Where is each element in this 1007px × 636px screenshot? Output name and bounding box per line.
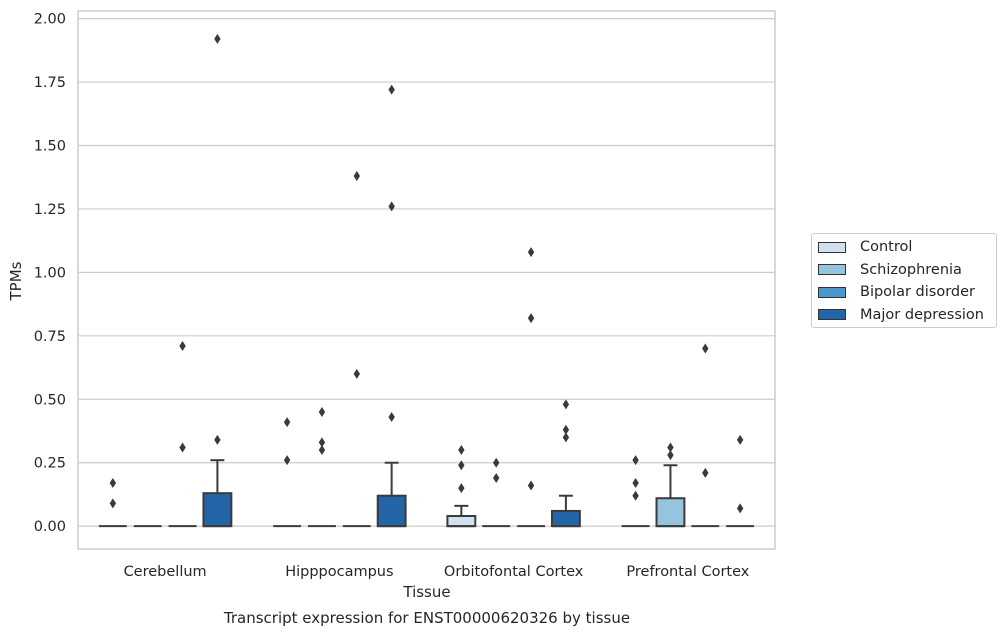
- legend-item: Schizophrenia: [818, 260, 962, 280]
- outlier-point: [667, 450, 674, 461]
- legend-label: Control: [860, 239, 913, 255]
- outlier-point: [283, 455, 291, 466]
- outlier-point: [109, 478, 117, 489]
- outlier-point: [562, 399, 570, 410]
- y-tick-label: 1.75: [34, 75, 66, 91]
- outlier-point: [179, 442, 186, 453]
- outlier-point: [388, 201, 395, 212]
- outlier-point: [702, 343, 709, 354]
- outlier-point: [527, 247, 535, 258]
- box: [376, 494, 407, 528]
- outlier-point: [702, 467, 709, 478]
- box-major-depression: [376, 461, 407, 528]
- y-tick-label: 1.00: [34, 265, 66, 281]
- box: [202, 492, 233, 528]
- x-tick-label: Cerebellum: [124, 564, 207, 580]
- outlier-point: [493, 472, 500, 483]
- legend-swatch: [818, 309, 846, 320]
- outlier-point: [632, 490, 639, 501]
- x-tick-label: Prefrontal Cortex: [626, 564, 749, 580]
- legend-item: Major depression: [818, 305, 984, 325]
- outlier-point: [179, 340, 186, 351]
- outlier-point: [353, 170, 360, 181]
- box: [655, 497, 686, 528]
- box-major-depression: [202, 459, 233, 528]
- box-schizophrenia: [655, 464, 686, 528]
- grid-lines: [78, 18, 775, 527]
- box-series: [98, 459, 755, 528]
- legend-label: Major depression: [860, 306, 984, 323]
- outlier-point: [318, 437, 326, 448]
- box-major-depression: [550, 494, 581, 528]
- box-control: [446, 504, 477, 528]
- outlier-point: [493, 457, 500, 468]
- outlier-point: [283, 417, 291, 428]
- outlier-point: [458, 483, 465, 494]
- y-tick-label: 0.75: [34, 329, 66, 345]
- legend-swatch: [818, 264, 846, 275]
- y-tick-label: 0.50: [34, 392, 66, 408]
- legend-label: Schizophrenia: [860, 261, 962, 278]
- outlier-point: [562, 424, 570, 435]
- legend-label: Bipolar disorder: [860, 284, 975, 300]
- outlier-point: [667, 442, 674, 453]
- y-tick-label: 0.00: [34, 519, 66, 535]
- chart-title: Transcript expression for ENST0000062032…: [223, 609, 630, 627]
- outlier-point: [562, 432, 570, 443]
- outlier-point: [527, 313, 535, 324]
- x-axis-label: Tissue: [402, 583, 450, 601]
- legend: Control Schizophrenia Bipolar disorder Majo…: [811, 233, 997, 328]
- x-tick-label: Orbitofontal Cortex: [444, 564, 584, 580]
- y-axis-label: TPMs: [7, 261, 25, 301]
- outlier-point: [388, 84, 395, 95]
- box: [446, 515, 477, 528]
- outlier-point: [458, 445, 465, 456]
- legend-item: Bipolar disorder: [818, 282, 975, 302]
- outlier-points: [109, 33, 744, 514]
- outlier-point: [353, 368, 360, 379]
- outlier-point: [214, 33, 221, 44]
- x-tick-label: Hipppocampus: [285, 564, 393, 580]
- plot-frame: [77, 10, 776, 550]
- legend-item: Control: [818, 237, 912, 257]
- outlier-point: [458, 460, 465, 471]
- outlier-point: [318, 406, 326, 417]
- y-tick-label: 0.25: [34, 456, 66, 472]
- legend-swatch: [818, 286, 846, 298]
- outlier-point: [527, 480, 535, 491]
- outlier-point: [388, 412, 395, 423]
- outlier-point: [214, 434, 221, 445]
- outlier-point: [736, 434, 744, 445]
- x-tick-labels: Cerebellum Hipppocampus Orbitofontal Corte…: [124, 564, 750, 580]
- outlier-point: [736, 503, 744, 514]
- y-tick-labels: 0.00 0.25 0.50 0.75 1.00 1.25 1.50 1.75 2.00: [34, 12, 66, 536]
- outlier-point: [632, 478, 639, 489]
- outlier-point: [109, 498, 117, 509]
- y-tick-label: 1.25: [34, 202, 66, 218]
- box: [550, 509, 581, 528]
- outlier-point: [632, 455, 639, 466]
- y-tick-label: 1.50: [34, 139, 66, 155]
- outlier-point: [318, 445, 326, 456]
- legend-swatch: [818, 241, 846, 253]
- y-tick-label: 2.00: [34, 12, 66, 28]
